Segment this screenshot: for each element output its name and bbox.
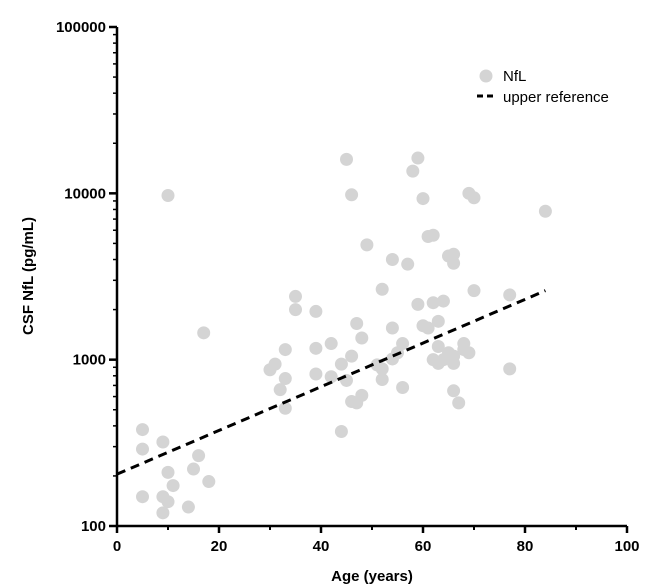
scatter-point	[268, 357, 282, 371]
scatter-point	[396, 337, 410, 351]
scatter-point	[334, 424, 348, 438]
scatter-point	[156, 435, 170, 449]
scatter-point	[447, 256, 461, 270]
scatter-point	[452, 396, 466, 410]
legend: NfL upper reference	[477, 68, 609, 106]
scatter-point	[289, 289, 302, 303]
scatter-point	[375, 282, 389, 296]
scatter-point	[136, 442, 149, 456]
scatter-point	[503, 362, 517, 376]
scatter-point	[385, 321, 399, 335]
scatter-point	[355, 331, 369, 345]
scatter-point	[345, 188, 359, 202]
scatter-point	[360, 238, 374, 252]
y-tick-label: 1000	[73, 352, 106, 369]
scatter-point	[340, 152, 353, 166]
legend-marker-nfl	[479, 69, 493, 83]
x-tick-label: 60	[415, 538, 432, 555]
x-tick-label: 0	[113, 538, 121, 555]
scatter-point	[411, 151, 425, 165]
scatter-point	[385, 253, 399, 267]
scatter-point	[406, 164, 420, 178]
scatter-point	[197, 326, 211, 340]
scatter-point	[278, 401, 292, 415]
plot-area	[116, 151, 552, 520]
x-tick-label: 80	[517, 538, 534, 555]
scatter-point	[462, 346, 476, 360]
x-ticks: 0 20 40 60 80 100	[113, 526, 640, 555]
scatter-point	[503, 288, 517, 302]
upper-reference-line	[116, 289, 546, 476]
y-tick-label: 100	[81, 518, 106, 535]
scatter-point	[334, 357, 348, 371]
scatter-point	[289, 303, 302, 317]
scatter-point	[324, 370, 338, 384]
scatter-point	[447, 356, 461, 370]
scatter-point	[309, 341, 323, 355]
scatter-point	[340, 373, 353, 387]
y-tick-label: 100000	[56, 19, 106, 36]
scatter-points	[136, 151, 552, 520]
scatter-point	[355, 388, 369, 402]
scatter-point	[181, 500, 195, 514]
scatter-point	[538, 204, 552, 218]
y-ticks: 100 1000 10000 100000	[56, 19, 117, 535]
scatter-point	[421, 321, 435, 335]
x-axis-title: Age (years)	[331, 568, 413, 585]
scatter-point	[273, 383, 287, 397]
legend-label-upper-reference: upper reference	[503, 89, 609, 106]
y-tick-label: 10000	[64, 185, 106, 202]
scatter-point	[447, 384, 461, 398]
scatter-point	[375, 372, 389, 386]
scatter-point	[161, 495, 175, 509]
x-tick-label: 40	[313, 538, 330, 555]
scatter-point	[309, 304, 323, 318]
scatter-point	[202, 475, 216, 489]
scatter-point	[416, 192, 430, 206]
scatter-point	[161, 465, 175, 479]
scatter-point	[431, 339, 445, 353]
scatter-point	[309, 367, 323, 381]
scatter-point	[192, 449, 206, 463]
scatter-point	[375, 362, 389, 376]
scatter-point	[278, 343, 292, 357]
scatter-point	[467, 284, 481, 298]
scatter-point	[411, 297, 425, 311]
scatter-point	[431, 314, 445, 328]
scatter-point	[156, 506, 170, 520]
legend-label-nfl: NfL	[503, 68, 526, 85]
scatter-point	[324, 337, 338, 351]
scatter-point	[136, 490, 149, 504]
scatter-point	[447, 247, 461, 261]
x-tick-label: 20	[211, 538, 228, 555]
scatter-point	[426, 228, 440, 242]
scatter-point	[467, 191, 481, 205]
scatter-point	[166, 479, 180, 493]
scatter-point	[436, 294, 450, 308]
y-axis-title: CSF NfL (pg/mL)	[20, 217, 37, 335]
y-axis: 100 1000 10000 100000	[56, 19, 119, 535]
scatter-point	[426, 296, 440, 310]
scatter-point	[345, 349, 359, 363]
x-tick-label: 100	[614, 538, 639, 555]
scatter-point	[136, 423, 149, 437]
scatter-point	[350, 316, 364, 330]
x-axis: 0 20 40 60 80 100	[113, 524, 640, 555]
scatter-point	[278, 372, 292, 386]
scatter-point	[161, 189, 175, 203]
scatter-point	[396, 381, 410, 395]
scatter-point	[187, 462, 200, 476]
scatter-point	[401, 257, 415, 271]
